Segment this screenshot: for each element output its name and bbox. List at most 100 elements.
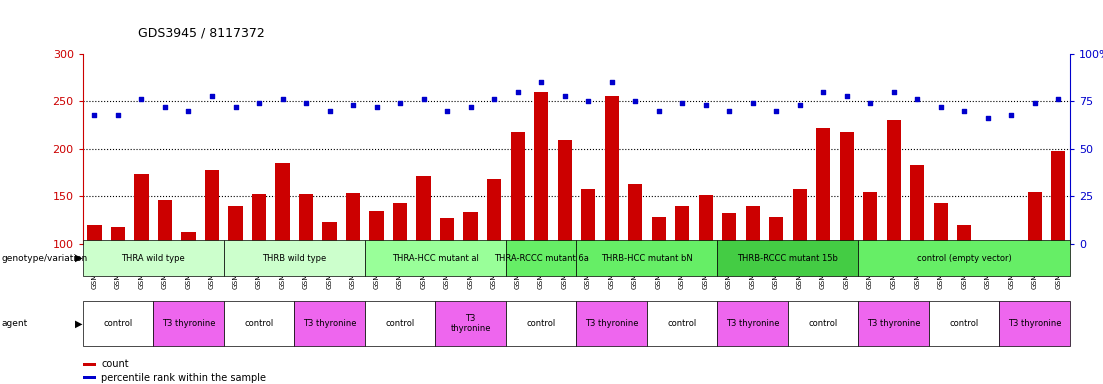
- Text: THRB-RCCC mutant 15b: THRB-RCCC mutant 15b: [738, 254, 838, 263]
- Bar: [346, 194, 360, 244]
- Text: T3 thyronine: T3 thyronine: [867, 319, 920, 328]
- Text: THRB wild type: THRB wild type: [263, 254, 326, 263]
- Point: [743, 100, 761, 106]
- Bar: [1051, 151, 1065, 244]
- Text: T3 thyronine: T3 thyronine: [726, 319, 780, 328]
- Point: [485, 96, 503, 103]
- Bar: [557, 140, 571, 244]
- Bar: [488, 179, 501, 244]
- Point: [508, 89, 526, 95]
- Bar: [698, 195, 713, 244]
- Bar: [933, 203, 947, 244]
- Point: [838, 93, 856, 99]
- Bar: [887, 120, 901, 244]
- Bar: [417, 176, 430, 244]
- Text: count: count: [101, 359, 129, 369]
- Bar: [1028, 192, 1041, 244]
- Text: THRA-HCC mutant al: THRA-HCC mutant al: [392, 254, 479, 263]
- Bar: [534, 92, 548, 244]
- Text: control: control: [385, 319, 415, 328]
- Point: [768, 108, 785, 114]
- Text: T3 thyronine: T3 thyronine: [302, 319, 356, 328]
- Point: [109, 111, 127, 118]
- Text: T3
thyronine: T3 thyronine: [450, 314, 491, 333]
- Bar: [675, 206, 689, 244]
- Bar: [604, 96, 619, 244]
- Bar: [793, 189, 806, 244]
- Text: T3 thyronine: T3 thyronine: [162, 319, 215, 328]
- Point: [203, 93, 221, 99]
- Point: [978, 115, 996, 121]
- Text: percentile rank within the sample: percentile rank within the sample: [101, 373, 267, 383]
- Point: [720, 108, 738, 114]
- Bar: [181, 232, 195, 244]
- Bar: [1004, 241, 1018, 244]
- Point: [227, 104, 245, 110]
- Bar: [628, 184, 642, 244]
- Text: T3 thyronine: T3 thyronine: [1008, 319, 1061, 328]
- Bar: [158, 200, 172, 244]
- Bar: [440, 218, 454, 244]
- Bar: [299, 194, 313, 244]
- Point: [885, 89, 902, 95]
- Point: [392, 100, 409, 106]
- Point: [932, 104, 950, 110]
- Text: genotype/variation: genotype/variation: [1, 254, 87, 263]
- Bar: [746, 206, 760, 244]
- Bar: [87, 225, 101, 244]
- Text: control: control: [667, 319, 697, 328]
- Text: THRA wild type: THRA wild type: [121, 254, 185, 263]
- Point: [86, 111, 104, 118]
- Bar: [135, 174, 149, 244]
- Bar: [863, 192, 877, 244]
- Point: [955, 108, 973, 114]
- Point: [861, 100, 879, 106]
- Point: [250, 100, 268, 106]
- Bar: [322, 222, 336, 244]
- Text: THRA-RCCC mutant 6a: THRA-RCCC mutant 6a: [494, 254, 589, 263]
- Bar: [111, 227, 125, 244]
- Point: [533, 79, 550, 85]
- Text: T3 thyronine: T3 thyronine: [585, 319, 639, 328]
- Text: GDS3945 / 8117372: GDS3945 / 8117372: [138, 27, 265, 40]
- Bar: [722, 214, 736, 244]
- Bar: [463, 212, 478, 244]
- Point: [579, 98, 597, 104]
- Text: THRB-HCC mutant bN: THRB-HCC mutant bN: [601, 254, 693, 263]
- Text: ▶: ▶: [75, 253, 83, 263]
- Text: ▶: ▶: [75, 318, 83, 329]
- Point: [650, 108, 667, 114]
- Point: [673, 100, 690, 106]
- Point: [297, 100, 314, 106]
- Point: [415, 96, 432, 103]
- Bar: [276, 163, 290, 244]
- Point: [132, 96, 150, 103]
- Bar: [251, 194, 266, 244]
- Point: [344, 102, 362, 108]
- Point: [814, 89, 832, 95]
- Point: [462, 104, 480, 110]
- Text: agent: agent: [1, 319, 28, 328]
- Bar: [839, 132, 854, 244]
- Bar: [957, 225, 972, 244]
- Point: [1026, 100, 1043, 106]
- Point: [602, 79, 620, 85]
- Point: [274, 96, 291, 103]
- Point: [1049, 96, 1067, 103]
- Point: [556, 93, 574, 99]
- Point: [180, 108, 197, 114]
- Bar: [370, 210, 384, 244]
- Text: control (empty vector): control (empty vector): [917, 254, 1011, 263]
- Bar: [816, 128, 831, 244]
- Text: control: control: [808, 319, 838, 328]
- Bar: [511, 132, 525, 244]
- Bar: [910, 165, 924, 244]
- Point: [627, 98, 644, 104]
- Bar: [205, 170, 219, 244]
- Point: [157, 104, 174, 110]
- Point: [697, 102, 715, 108]
- Text: control: control: [526, 319, 556, 328]
- Bar: [769, 217, 783, 244]
- Text: control: control: [245, 319, 274, 328]
- Point: [367, 104, 385, 110]
